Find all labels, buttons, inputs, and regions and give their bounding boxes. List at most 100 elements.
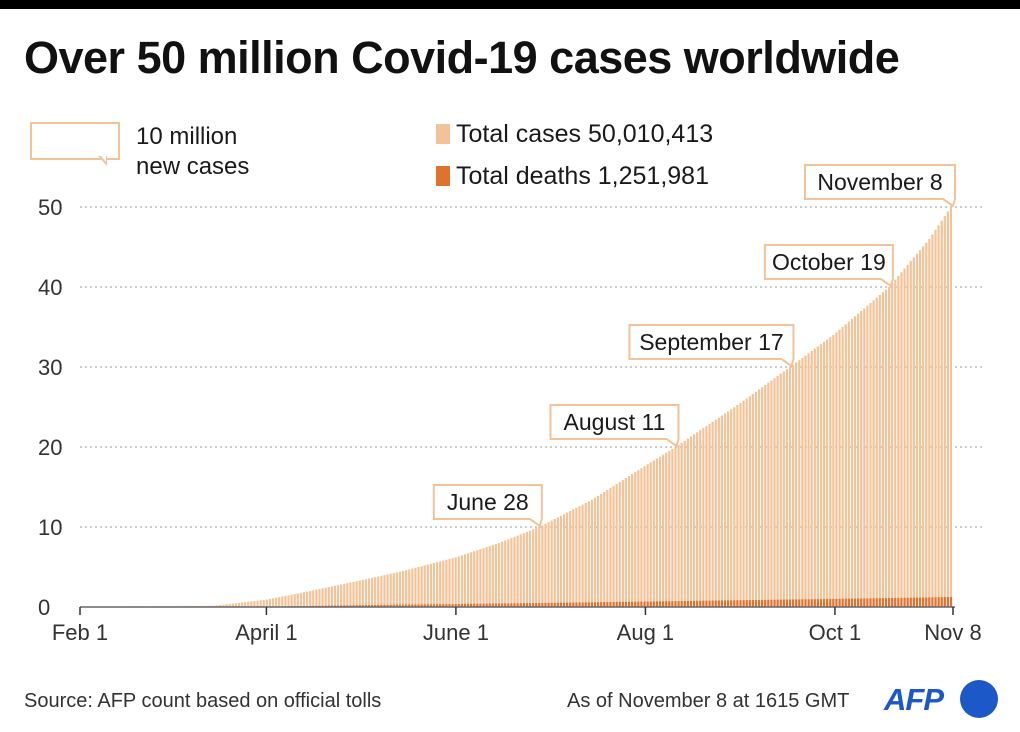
bar-total-deaths	[900, 597, 903, 607]
bar-total-deaths	[887, 598, 891, 607]
bar-total-cases	[869, 303, 872, 607]
bar-total-cases	[550, 520, 553, 607]
bar-total-deaths	[463, 603, 467, 607]
bar-total-deaths	[401, 604, 405, 607]
bar-total-cases	[281, 596, 284, 607]
bar-total-cases	[600, 493, 603, 607]
bar-total-cases	[401, 571, 405, 607]
x-tick-label: April 1	[235, 620, 297, 645]
bar-total-cases	[757, 389, 761, 607]
bar-total-deaths	[857, 598, 860, 607]
bar-total-cases	[894, 279, 897, 607]
bar-total-deaths	[922, 597, 925, 607]
bar-total-deaths	[884, 598, 888, 607]
bar-total-cases	[723, 413, 727, 607]
bar-total-deaths	[432, 604, 436, 607]
bar-total-cases	[473, 551, 476, 607]
bar-total-cases	[377, 576, 380, 607]
bar-total-cases	[516, 535, 519, 607]
bar-total-cases	[680, 442, 683, 607]
bar-total-deaths	[445, 604, 448, 607]
bar-total-cases	[504, 540, 507, 607]
bar-total-cases	[785, 369, 789, 607]
legend-total-cases: Total cases 50,010,413	[436, 120, 713, 149]
bar-total-cases	[631, 474, 634, 607]
bar-total-deaths	[457, 604, 460, 607]
bar-total-deaths	[912, 597, 915, 607]
bar-total-deaths	[377, 604, 380, 607]
bar-total-cases	[850, 319, 854, 607]
milestone-callout: June 28	[432, 484, 543, 528]
bar-total-deaths	[699, 600, 702, 607]
bar-total-cases	[727, 411, 730, 607]
bar-total-deaths	[603, 602, 606, 607]
bar-total-deaths	[566, 602, 569, 607]
bar-total-deaths	[525, 603, 528, 607]
bar-total-deaths	[423, 604, 426, 607]
bar-total-cases	[819, 344, 823, 607]
bar-total-deaths	[640, 601, 643, 607]
milestone-callout-box	[549, 404, 680, 448]
bar-total-deaths	[671, 601, 674, 607]
bar-total-deaths	[392, 604, 395, 607]
milestone-callout-label: September 17	[639, 329, 783, 355]
bar-total-deaths	[906, 597, 909, 607]
bar-total-cases	[380, 575, 383, 607]
bar-total-cases	[374, 577, 377, 607]
bar-total-deaths	[606, 602, 609, 607]
bar-total-deaths	[411, 604, 414, 607]
bar-total-deaths	[367, 605, 371, 607]
bar-total-deaths	[466, 603, 470, 607]
bar-total-cases	[655, 458, 659, 607]
bar-total-deaths	[702, 600, 705, 607]
bar-total-deaths	[891, 597, 894, 607]
bar-total-deaths	[804, 599, 807, 607]
bar-total-cases	[739, 403, 742, 607]
bar-total-cases	[271, 598, 275, 607]
bar-total-cases	[671, 448, 674, 607]
bar-total-cases	[841, 327, 844, 607]
bar-total-cases	[445, 559, 448, 607]
bar-total-cases	[587, 501, 590, 607]
bar-total-cases	[634, 472, 637, 607]
bar-total-cases	[708, 423, 711, 607]
bar-total-cases	[612, 485, 615, 607]
bar-total-deaths	[662, 601, 665, 607]
bar-total-cases	[603, 491, 606, 607]
bar-total-cases	[352, 581, 355, 607]
bar-total-deaths	[764, 599, 767, 607]
bar-total-cases	[494, 544, 498, 607]
bar-total-cases	[408, 569, 411, 607]
bar-total-cases	[293, 594, 296, 607]
bar-total-cases	[637, 470, 640, 607]
bar-total-deaths	[491, 603, 494, 607]
bar-total-deaths	[788, 599, 792, 607]
bar-total-cases	[346, 583, 349, 607]
bar-total-cases	[429, 563, 433, 607]
bar-total-deaths	[853, 598, 857, 607]
bar-total-cases	[581, 504, 584, 607]
bar-total-deaths	[386, 604, 389, 607]
bar-total-cases	[640, 468, 643, 607]
bar-total-cases	[844, 324, 847, 607]
bar-total-cases	[275, 597, 278, 607]
bar-total-deaths	[844, 598, 847, 607]
bar-total-deaths	[668, 601, 671, 607]
bar-total-deaths	[832, 598, 835, 607]
bar-total-deaths	[677, 601, 680, 607]
bar-total-cases	[457, 556, 460, 607]
bar-total-deaths	[835, 598, 838, 607]
bar-total-cases	[287, 595, 290, 607]
bar-total-deaths	[507, 603, 510, 607]
bar-total-cases	[528, 530, 532, 607]
bar-total-cases	[470, 552, 473, 607]
bar-total-cases	[767, 382, 770, 607]
bar-total-cases	[448, 559, 451, 607]
bar-total-cases	[531, 529, 535, 607]
bar-total-cases	[290, 594, 293, 607]
bar-total-cases	[278, 597, 281, 607]
legend-callout-label: 10 million new cases	[136, 123, 250, 180]
bar-total-deaths	[596, 602, 600, 607]
bar-total-cases	[878, 295, 881, 607]
bar-total-cases	[788, 367, 792, 607]
